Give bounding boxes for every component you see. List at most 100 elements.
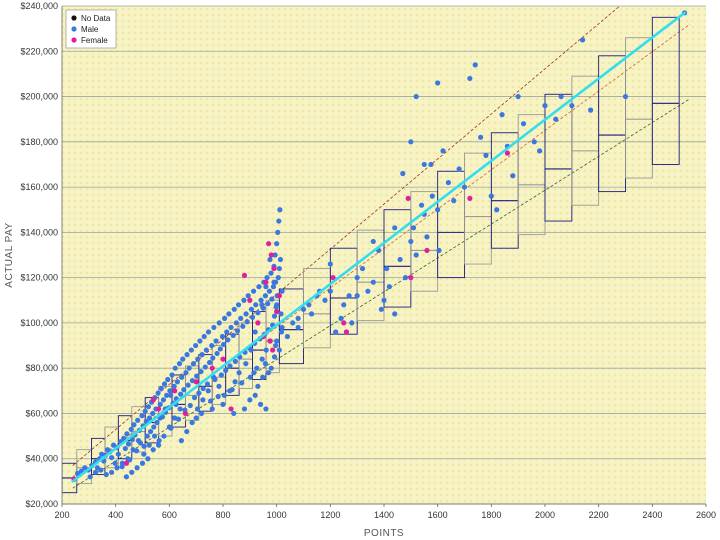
point-male <box>569 103 575 109</box>
point-female <box>209 365 215 371</box>
point-male <box>205 329 212 335</box>
point-male <box>236 370 242 376</box>
point-male <box>146 442 152 448</box>
point-male <box>103 471 109 478</box>
point-male <box>178 391 184 397</box>
point-male <box>211 324 217 331</box>
point-male <box>185 382 191 388</box>
point-male <box>122 445 128 452</box>
y-tick-label: $240,000 <box>20 1 58 11</box>
point-male <box>157 401 163 407</box>
point-male <box>228 324 234 331</box>
point-male <box>115 451 121 457</box>
point-male <box>300 306 307 312</box>
point-male <box>349 320 355 326</box>
point-male <box>198 368 204 375</box>
point-male <box>150 410 156 417</box>
point-male <box>145 456 151 462</box>
point-male <box>478 134 484 140</box>
point-male <box>271 313 278 319</box>
point-male <box>278 311 284 317</box>
point-male <box>251 370 257 376</box>
point-female <box>220 356 226 362</box>
point-male <box>284 333 290 340</box>
point-male <box>397 256 403 263</box>
point-male <box>249 314 256 320</box>
point-male <box>225 337 231 343</box>
point-female <box>467 195 473 202</box>
point-male <box>213 338 219 344</box>
point-male <box>244 319 250 325</box>
point-male <box>135 417 141 423</box>
point-male <box>250 288 257 294</box>
point-male <box>187 402 193 409</box>
point-male <box>248 347 254 353</box>
x-axis-ticks: 200 400 600 800 1000 1200 1400 1600 1800 2000 2200… <box>54 504 716 520</box>
point-male <box>494 207 500 213</box>
point-male <box>370 238 376 245</box>
point-male <box>227 363 233 369</box>
point-male <box>378 306 384 312</box>
point-male <box>216 383 222 389</box>
point-male <box>308 311 315 317</box>
point-male <box>123 474 129 480</box>
point-female <box>267 338 273 344</box>
point-male <box>130 447 136 453</box>
point-male <box>338 315 344 321</box>
point-female <box>271 265 277 272</box>
point-male <box>156 438 162 444</box>
y-tick-label: $140,000 <box>20 227 58 237</box>
x-tick-label: 2200 <box>589 510 609 520</box>
y-tick-label: $20,000 <box>25 499 58 509</box>
point-male <box>429 193 435 199</box>
point-male <box>410 225 417 231</box>
point-male <box>186 365 192 371</box>
point-male <box>346 293 352 299</box>
legend: No Data Male Female <box>65 9 117 49</box>
point-male <box>193 415 199 421</box>
point-male <box>421 161 427 168</box>
point-male <box>381 297 387 303</box>
point-male <box>243 361 249 367</box>
x-tick-label: 2000 <box>535 510 555 520</box>
point-male <box>365 288 371 294</box>
x-tick-label: 200 <box>54 510 69 520</box>
point-male <box>125 456 131 462</box>
point-male <box>408 139 414 145</box>
point-male <box>256 284 262 290</box>
point-male <box>146 415 153 421</box>
point-female <box>270 347 276 353</box>
point-male <box>542 103 548 109</box>
x-tick-label: 1000 <box>267 510 287 520</box>
point-male <box>520 121 527 127</box>
point-male <box>188 347 194 353</box>
point-female <box>330 275 336 281</box>
point-male <box>227 388 233 394</box>
point-male <box>181 387 187 393</box>
point-male <box>234 328 241 334</box>
point-male <box>247 397 253 403</box>
point-female <box>408 275 414 281</box>
point-male <box>183 370 189 376</box>
point-male <box>400 170 406 177</box>
point-male <box>124 431 130 437</box>
y-tick-label: $100,000 <box>20 318 58 328</box>
point-male <box>327 288 333 294</box>
x-tick-label: 2400 <box>642 510 662 520</box>
point-male <box>413 93 419 100</box>
trend-line-path <box>71 11 686 483</box>
point-male <box>275 229 281 235</box>
point-female <box>255 320 261 326</box>
point-male <box>290 320 296 326</box>
point-male <box>166 424 172 430</box>
point-male <box>276 218 282 224</box>
point-male <box>161 381 168 387</box>
point-male <box>179 374 185 380</box>
point-male <box>184 428 190 435</box>
point-male <box>235 302 242 308</box>
point-male <box>253 302 259 308</box>
point-male <box>206 359 213 366</box>
y-tick-label: $40,000 <box>25 454 58 464</box>
point-male <box>194 406 201 412</box>
